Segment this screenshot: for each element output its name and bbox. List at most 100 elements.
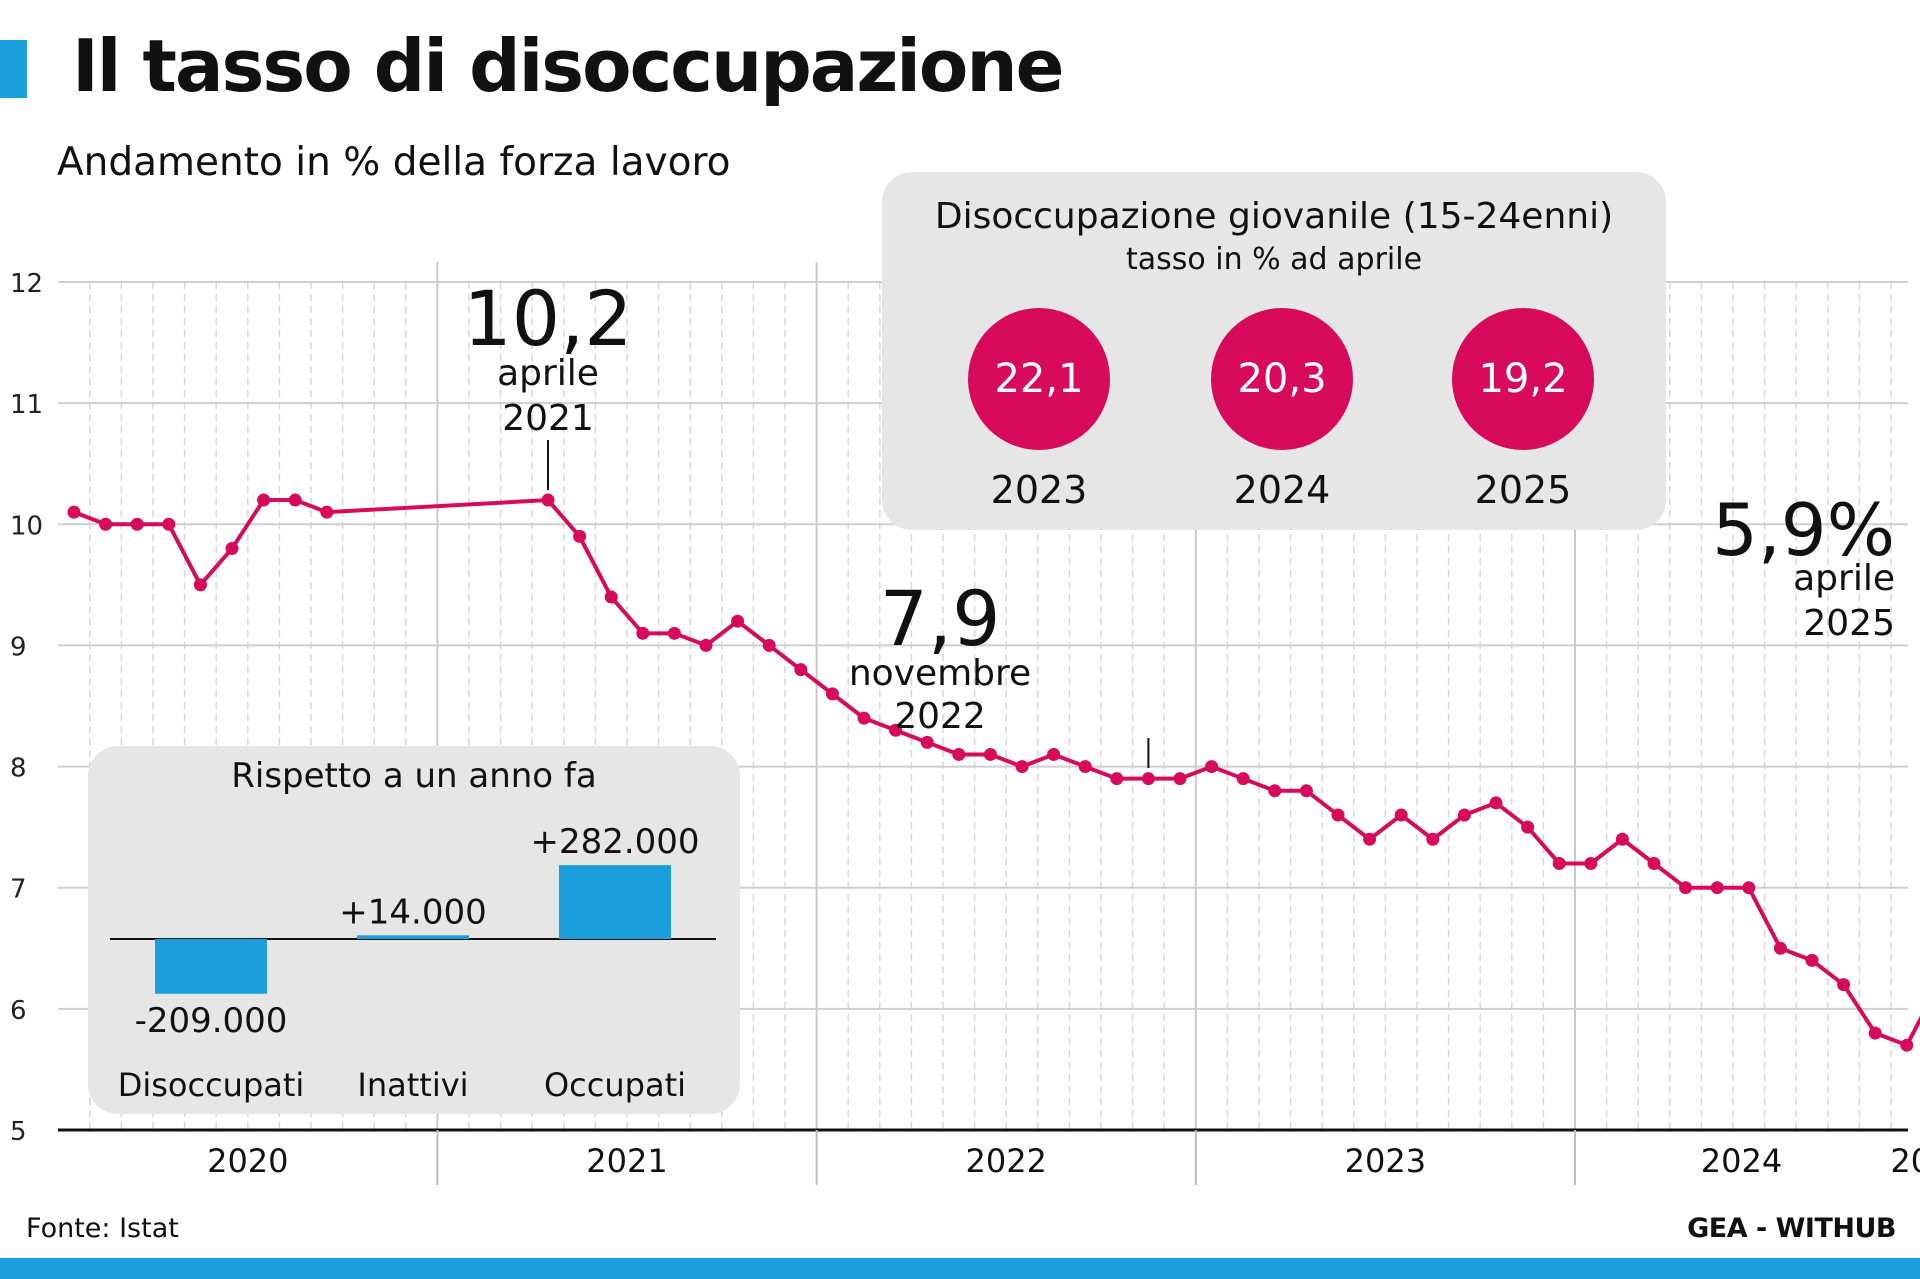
- series-line: [73, 498, 1920, 1048]
- annotation-year: 2022: [894, 696, 986, 737]
- compare-value-label: -209.000: [135, 1001, 288, 1041]
- data-point: [920, 735, 934, 749]
- data-point: [762, 638, 776, 652]
- source-note: Fonte: Istat: [26, 1213, 179, 1244]
- data-point: [1236, 772, 1250, 786]
- data-point: [825, 687, 839, 701]
- data-point: [1110, 772, 1124, 786]
- data-point: [794, 663, 808, 677]
- data-point: [1489, 796, 1503, 810]
- compare-category-label: Occupati: [544, 1066, 686, 1104]
- data-point: [1078, 760, 1092, 774]
- annotation-year: 2025: [1803, 603, 1895, 644]
- data-point: [952, 747, 966, 761]
- youth-year-label: 2023: [990, 468, 1088, 512]
- youth-year-label: 2025: [1474, 468, 1572, 512]
- youth-value-circle: 22,1: [968, 308, 1110, 450]
- data-point: [699, 638, 713, 652]
- y-tick-label: 12: [10, 269, 43, 299]
- data-point: [857, 711, 871, 725]
- data-point: [225, 542, 239, 556]
- y-tick-label: 8: [10, 754, 27, 784]
- data-point: [193, 578, 207, 592]
- title-accent-bar: [0, 40, 27, 98]
- annotation-value: 5,9%: [1712, 488, 1895, 572]
- y-tick-label: 6: [10, 996, 27, 1026]
- youth-item-2025: 19,2 2025: [1433, 308, 1613, 512]
- bottom-accent-bar: [0, 1258, 1920, 1279]
- annotation-value: 10,2: [463, 274, 632, 363]
- data-point: [1900, 1038, 1914, 1052]
- year-over-year-panel: Rispetto a un anno fa -209.000 Disoccupat…: [88, 746, 740, 1114]
- data-point: [99, 517, 113, 531]
- x-year-label: 2023: [1345, 1142, 1426, 1180]
- data-point: [983, 747, 997, 761]
- data-point: [541, 493, 555, 507]
- annotation-month: aprile: [497, 353, 599, 394]
- x-year-label: 2022: [965, 1142, 1046, 1180]
- y-tick-label: 5: [10, 1117, 27, 1147]
- youth-item-2023: 22,1 2023: [949, 308, 1129, 512]
- data-point: [667, 626, 681, 640]
- x-year-label: 2024: [1701, 1142, 1782, 1180]
- data-point: [1299, 784, 1313, 798]
- data-point: [1426, 832, 1440, 846]
- data-point: [1615, 832, 1629, 846]
- x-year-label: 2025: [1890, 1142, 1920, 1180]
- data-point: [636, 626, 650, 640]
- youth-item-2024: 20,3 2024: [1192, 308, 1372, 512]
- data-point: [1394, 808, 1408, 822]
- page-title: Il tasso di disoccupazione: [72, 24, 1064, 108]
- compare-category-label: Disoccupati: [118, 1066, 305, 1104]
- youth-panel-title: Disoccupazione giovanile (15-24enni): [934, 196, 1614, 237]
- data-point: [1457, 808, 1471, 822]
- data-point: [1521, 820, 1535, 834]
- compare-bar-chart: -209.000 Disoccupati +14.000 Inattivi +282.0…: [110, 822, 716, 1104]
- youth-year-label: 2024: [1233, 468, 1331, 512]
- data-point: [1141, 772, 1155, 786]
- y-tick-label: 7: [10, 875, 27, 905]
- compare-bar: [155, 939, 267, 994]
- data-point: [1837, 978, 1851, 992]
- youth-value-circle: 19,2: [1452, 308, 1594, 450]
- data-point: [573, 529, 587, 543]
- youth-unemployment-panel: Disoccupazione giovanile (15-24enni) tas…: [882, 172, 1666, 530]
- data-point: [1584, 856, 1598, 870]
- annotation-year: 2021: [502, 398, 594, 439]
- data-point: [1268, 784, 1282, 798]
- compare-category-label: Inattivi: [357, 1066, 468, 1104]
- compare-panel-title: Rispetto a un anno fa: [231, 756, 597, 796]
- data-point: [1805, 953, 1819, 967]
- youth-value-circle: 20,3: [1211, 308, 1353, 450]
- page-subtitle: Andamento in % della forza lavoro: [57, 140, 731, 185]
- data-point: [1331, 808, 1345, 822]
- annotation-value: 7,9: [880, 574, 1001, 663]
- compare-value-label: +282.000: [530, 822, 699, 862]
- y-tick-label: 9: [10, 632, 27, 662]
- data-point: [1173, 772, 1187, 786]
- data-point: [1363, 832, 1377, 846]
- data-point: [604, 590, 618, 604]
- data-point: [1679, 881, 1693, 895]
- data-point: [1868, 1026, 1882, 1040]
- data-point: [1015, 760, 1029, 774]
- data-point: [257, 493, 271, 507]
- data-point: [1047, 747, 1061, 761]
- annotation-month: novembre: [849, 653, 1031, 694]
- data-point: [1205, 760, 1219, 774]
- data-point: [1773, 941, 1787, 955]
- data-point: [288, 493, 302, 507]
- y-tick-label: 11: [10, 390, 43, 420]
- data-point: [889, 723, 903, 737]
- compare-bar: [559, 865, 671, 939]
- annotation-month: aprile: [1793, 558, 1895, 599]
- data-point: [130, 517, 144, 531]
- data-point: [1552, 856, 1566, 870]
- x-year-label: 2020: [207, 1142, 288, 1180]
- compare-value-label: +14.000: [339, 892, 486, 932]
- data-point: [1647, 856, 1661, 870]
- y-tick-label: 10: [10, 511, 43, 541]
- data-point: [731, 614, 745, 628]
- data-point: [162, 517, 176, 531]
